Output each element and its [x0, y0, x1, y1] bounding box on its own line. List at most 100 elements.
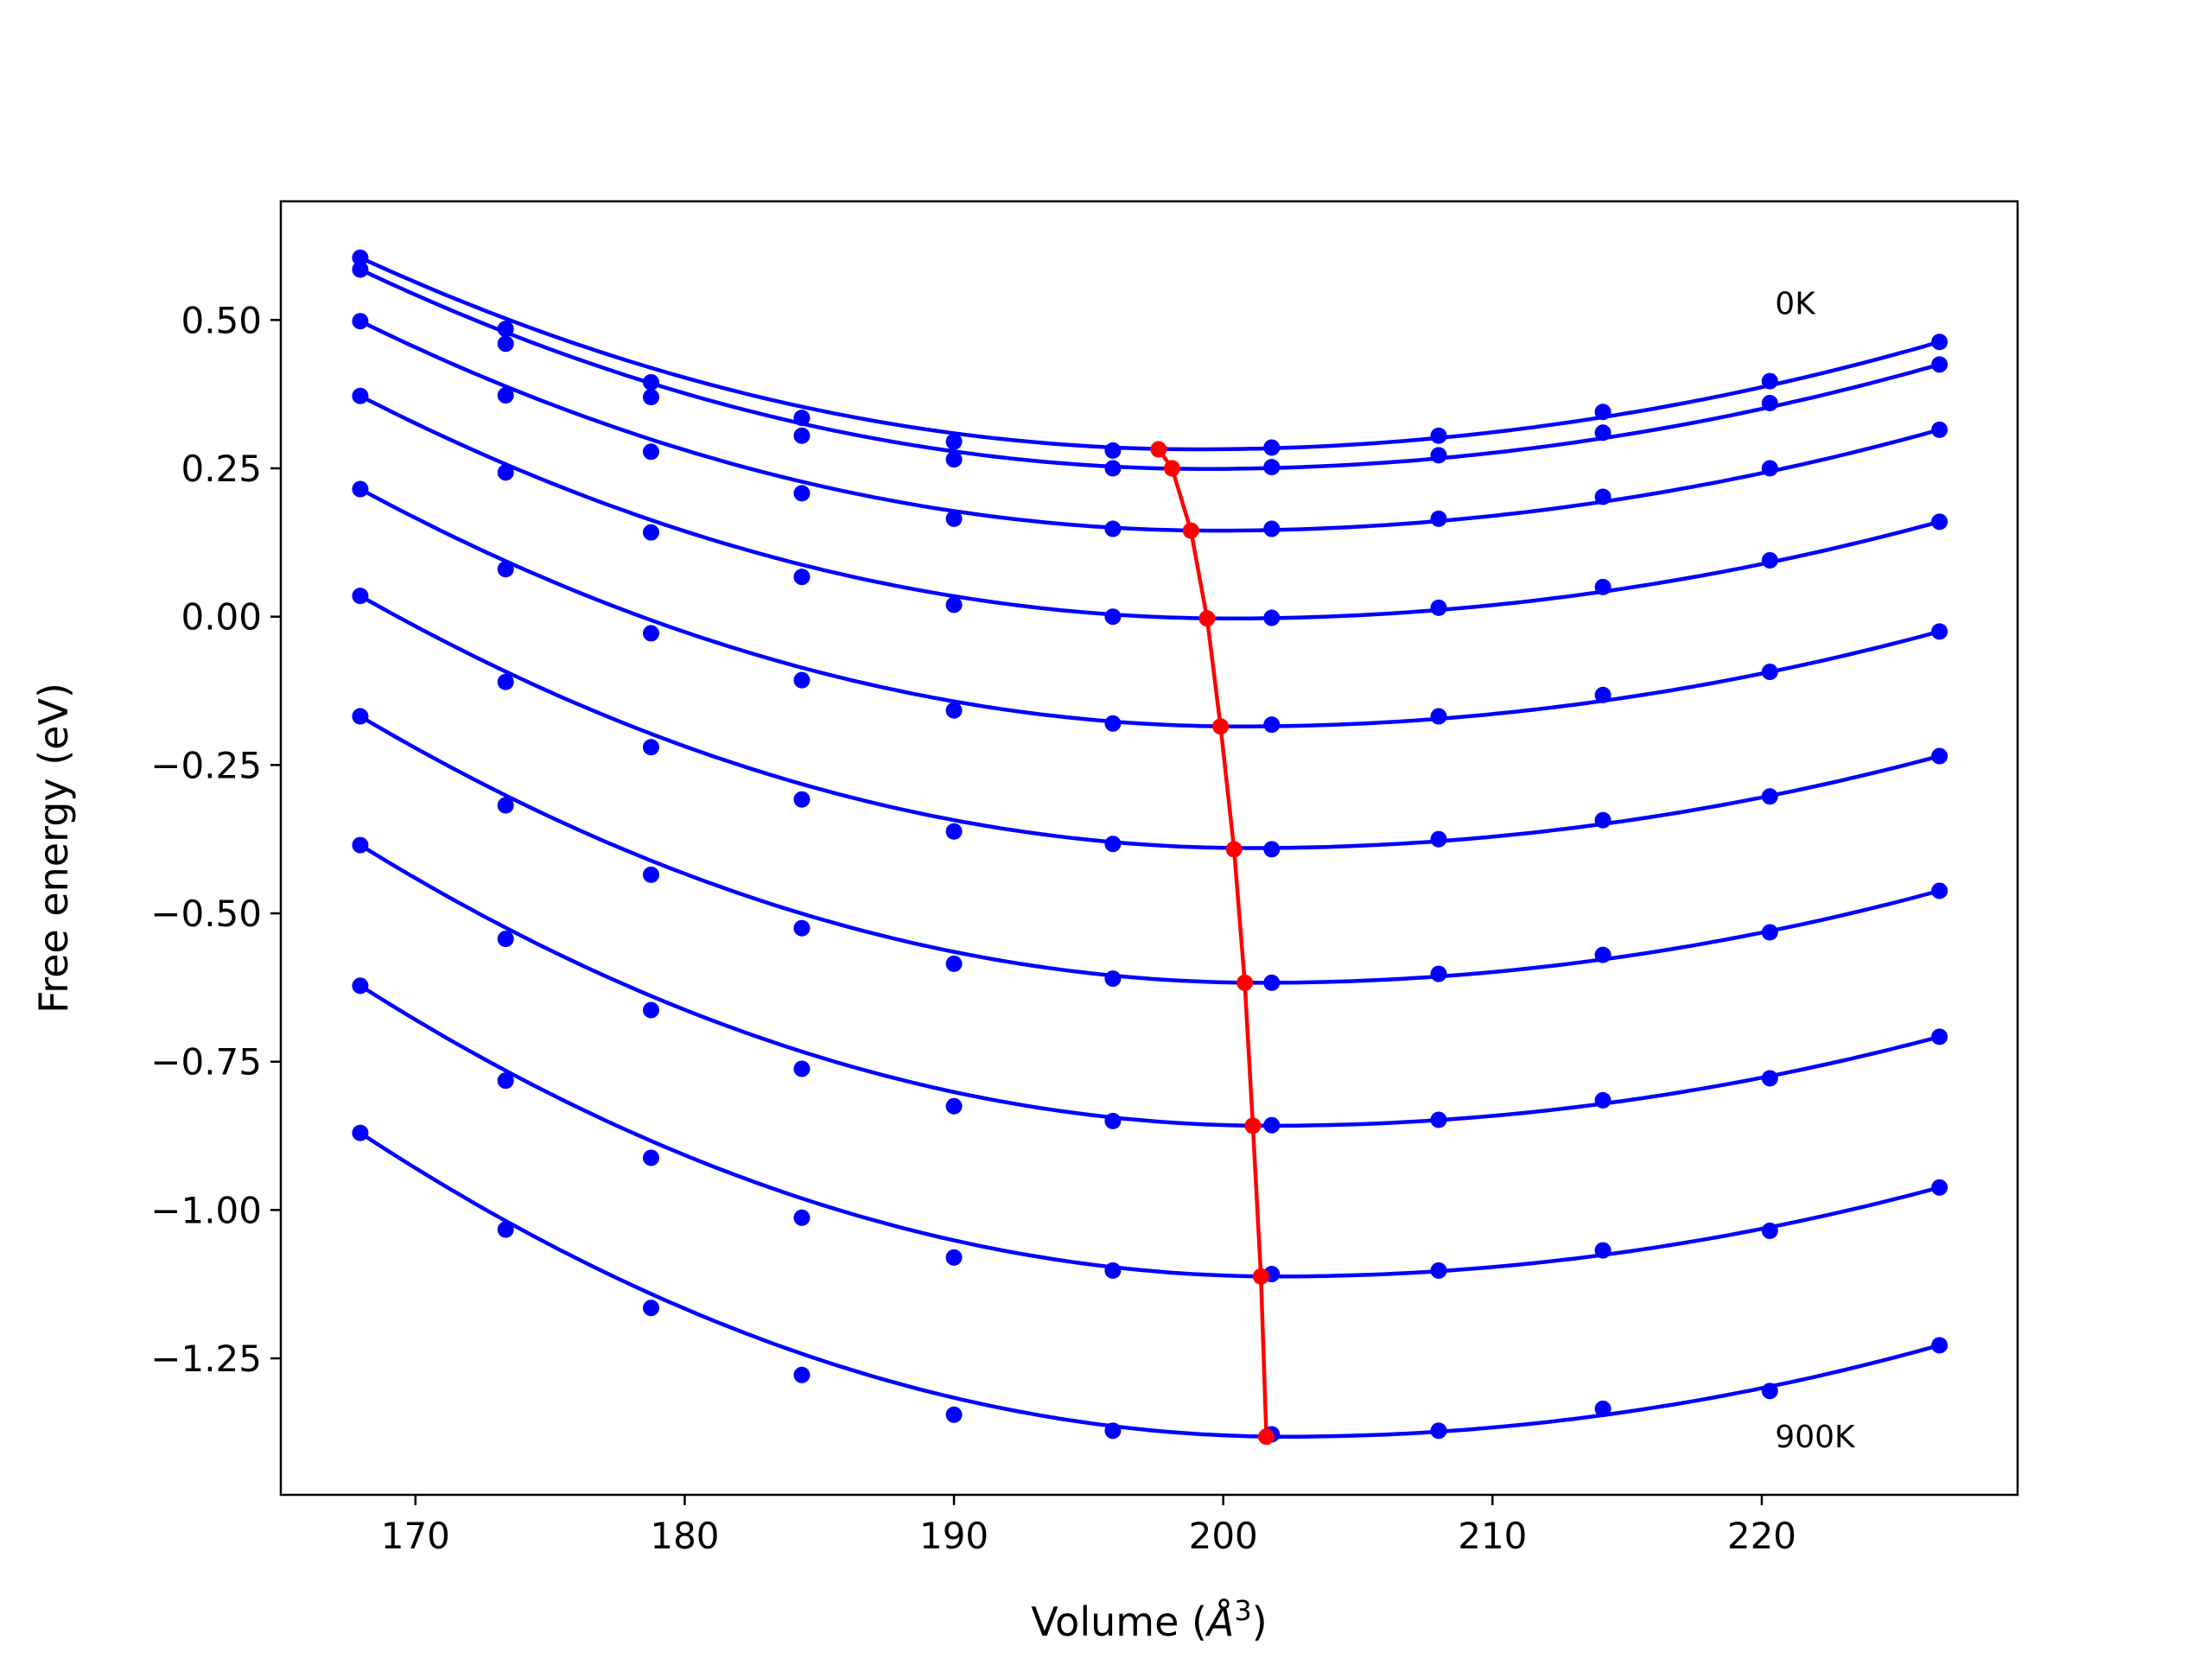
data-point: [1594, 578, 1611, 595]
curve-series-5: [359, 594, 1941, 850]
data-point: [1263, 520, 1281, 537]
curve-series-6: [359, 715, 1941, 985]
data-point: [793, 1060, 810, 1077]
data-points: [352, 249, 1948, 1443]
data-point: [642, 524, 659, 541]
data-point: [1104, 442, 1122, 459]
data-point: [1761, 1070, 1778, 1087]
data-point: [1430, 965, 1447, 982]
y-tick-label: 0.00: [181, 596, 262, 639]
data-point: [793, 485, 810, 502]
data-point: [352, 1124, 369, 1141]
minima-line: [1150, 441, 1275, 1446]
data-point: [352, 708, 369, 725]
curve-series-9: [359, 1131, 1941, 1439]
data-point: [1761, 924, 1778, 941]
data-point: [1931, 1179, 1948, 1196]
data-point: [1761, 664, 1778, 681]
data-point: [1931, 623, 1948, 640]
minimum-point: [1252, 1268, 1269, 1285]
data-point: [497, 387, 514, 404]
data-point: [1594, 1242, 1611, 1259]
data-point: [945, 1249, 963, 1266]
data-point: [1761, 394, 1778, 411]
data-point: [1263, 1116, 1281, 1134]
data-point: [352, 480, 369, 498]
data-point: [1263, 716, 1281, 734]
data-point: [945, 823, 963, 840]
data-point: [1594, 488, 1611, 505]
data-point: [1761, 460, 1778, 477]
data-point: [945, 433, 963, 450]
annotations: 0K 900K: [1775, 286, 1856, 1455]
annotation-label: 900K: [1775, 1420, 1856, 1455]
data-point: [1761, 1222, 1778, 1239]
data-point: [1263, 974, 1281, 991]
data-point: [1594, 946, 1611, 963]
data-point: [1430, 447, 1447, 464]
data-point: [1104, 836, 1122, 853]
data-point: [1430, 599, 1447, 616]
data-point: [793, 919, 810, 937]
data-point: [497, 335, 514, 353]
data-point: [945, 451, 963, 468]
x-tick-label: 210: [1458, 1515, 1527, 1557]
minimum-point: [1150, 441, 1167, 458]
data-point: [1931, 334, 1948, 351]
minimum-point: [1163, 460, 1180, 477]
data-point: [1104, 1112, 1122, 1129]
data-point: [1104, 608, 1122, 626]
data-point: [1104, 1422, 1122, 1440]
data-point: [1430, 1111, 1447, 1128]
x-axis-label: Volume (Å3): [1031, 1594, 1267, 1645]
data-point: [352, 261, 369, 278]
fitted-curves: [359, 256, 1941, 1439]
data-point: [1761, 551, 1778, 569]
y-axis-label: Free energy (eV): [30, 683, 77, 1014]
data-point: [642, 866, 659, 883]
data-point: [1263, 439, 1281, 456]
curve-series-2: [359, 319, 1941, 533]
data-point: [642, 1149, 659, 1166]
minimum-point: [1244, 1117, 1262, 1135]
x-tick-label: 170: [381, 1515, 450, 1557]
data-point: [1263, 459, 1281, 476]
data-point: [642, 373, 659, 391]
data-point: [1931, 882, 1948, 899]
data-point: [497, 931, 514, 948]
data-point: [945, 596, 963, 613]
data-point: [352, 313, 369, 330]
data-point: [497, 561, 514, 578]
data-point: [945, 1406, 963, 1423]
data-point: [1104, 1262, 1122, 1279]
data-point: [793, 671, 810, 689]
data-point: [1104, 970, 1122, 988]
data-point: [1594, 1091, 1611, 1109]
curve-series-3: [359, 394, 1941, 620]
data-point: [642, 1001, 659, 1019]
minimum-point: [1225, 841, 1243, 858]
curve-series-8: [359, 983, 1941, 1279]
minimum-point: [1182, 522, 1199, 539]
data-point: [352, 387, 369, 404]
y-tick-label: −0.75: [150, 1041, 262, 1084]
data-point: [1761, 1382, 1778, 1400]
data-point: [642, 389, 659, 406]
data-point: [352, 249, 369, 266]
curve-series-7: [359, 843, 1941, 1128]
data-point: [945, 510, 963, 527]
data-point: [1931, 1028, 1948, 1046]
data-point: [1263, 609, 1281, 626]
minimum-point: [1212, 718, 1230, 735]
data-point: [1430, 708, 1447, 725]
annotation-label: 0K: [1775, 286, 1816, 321]
data-point: [1931, 356, 1948, 373]
data-point: [1761, 372, 1778, 390]
data-point: [793, 1209, 810, 1226]
data-point: [1104, 715, 1122, 732]
data-point: [497, 321, 514, 338]
data-point: [1931, 421, 1948, 438]
data-point: [1104, 460, 1122, 477]
plot-frame: [279, 200, 2019, 1497]
